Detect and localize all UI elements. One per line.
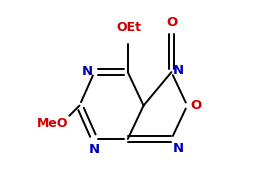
Text: MeO: MeO bbox=[37, 117, 68, 130]
Text: N: N bbox=[81, 65, 93, 78]
Text: N: N bbox=[173, 142, 184, 155]
Text: OEt: OEt bbox=[116, 21, 141, 34]
Text: N: N bbox=[89, 143, 100, 156]
Text: O: O bbox=[191, 99, 202, 112]
Text: N: N bbox=[173, 64, 184, 77]
Text: O: O bbox=[166, 16, 178, 29]
